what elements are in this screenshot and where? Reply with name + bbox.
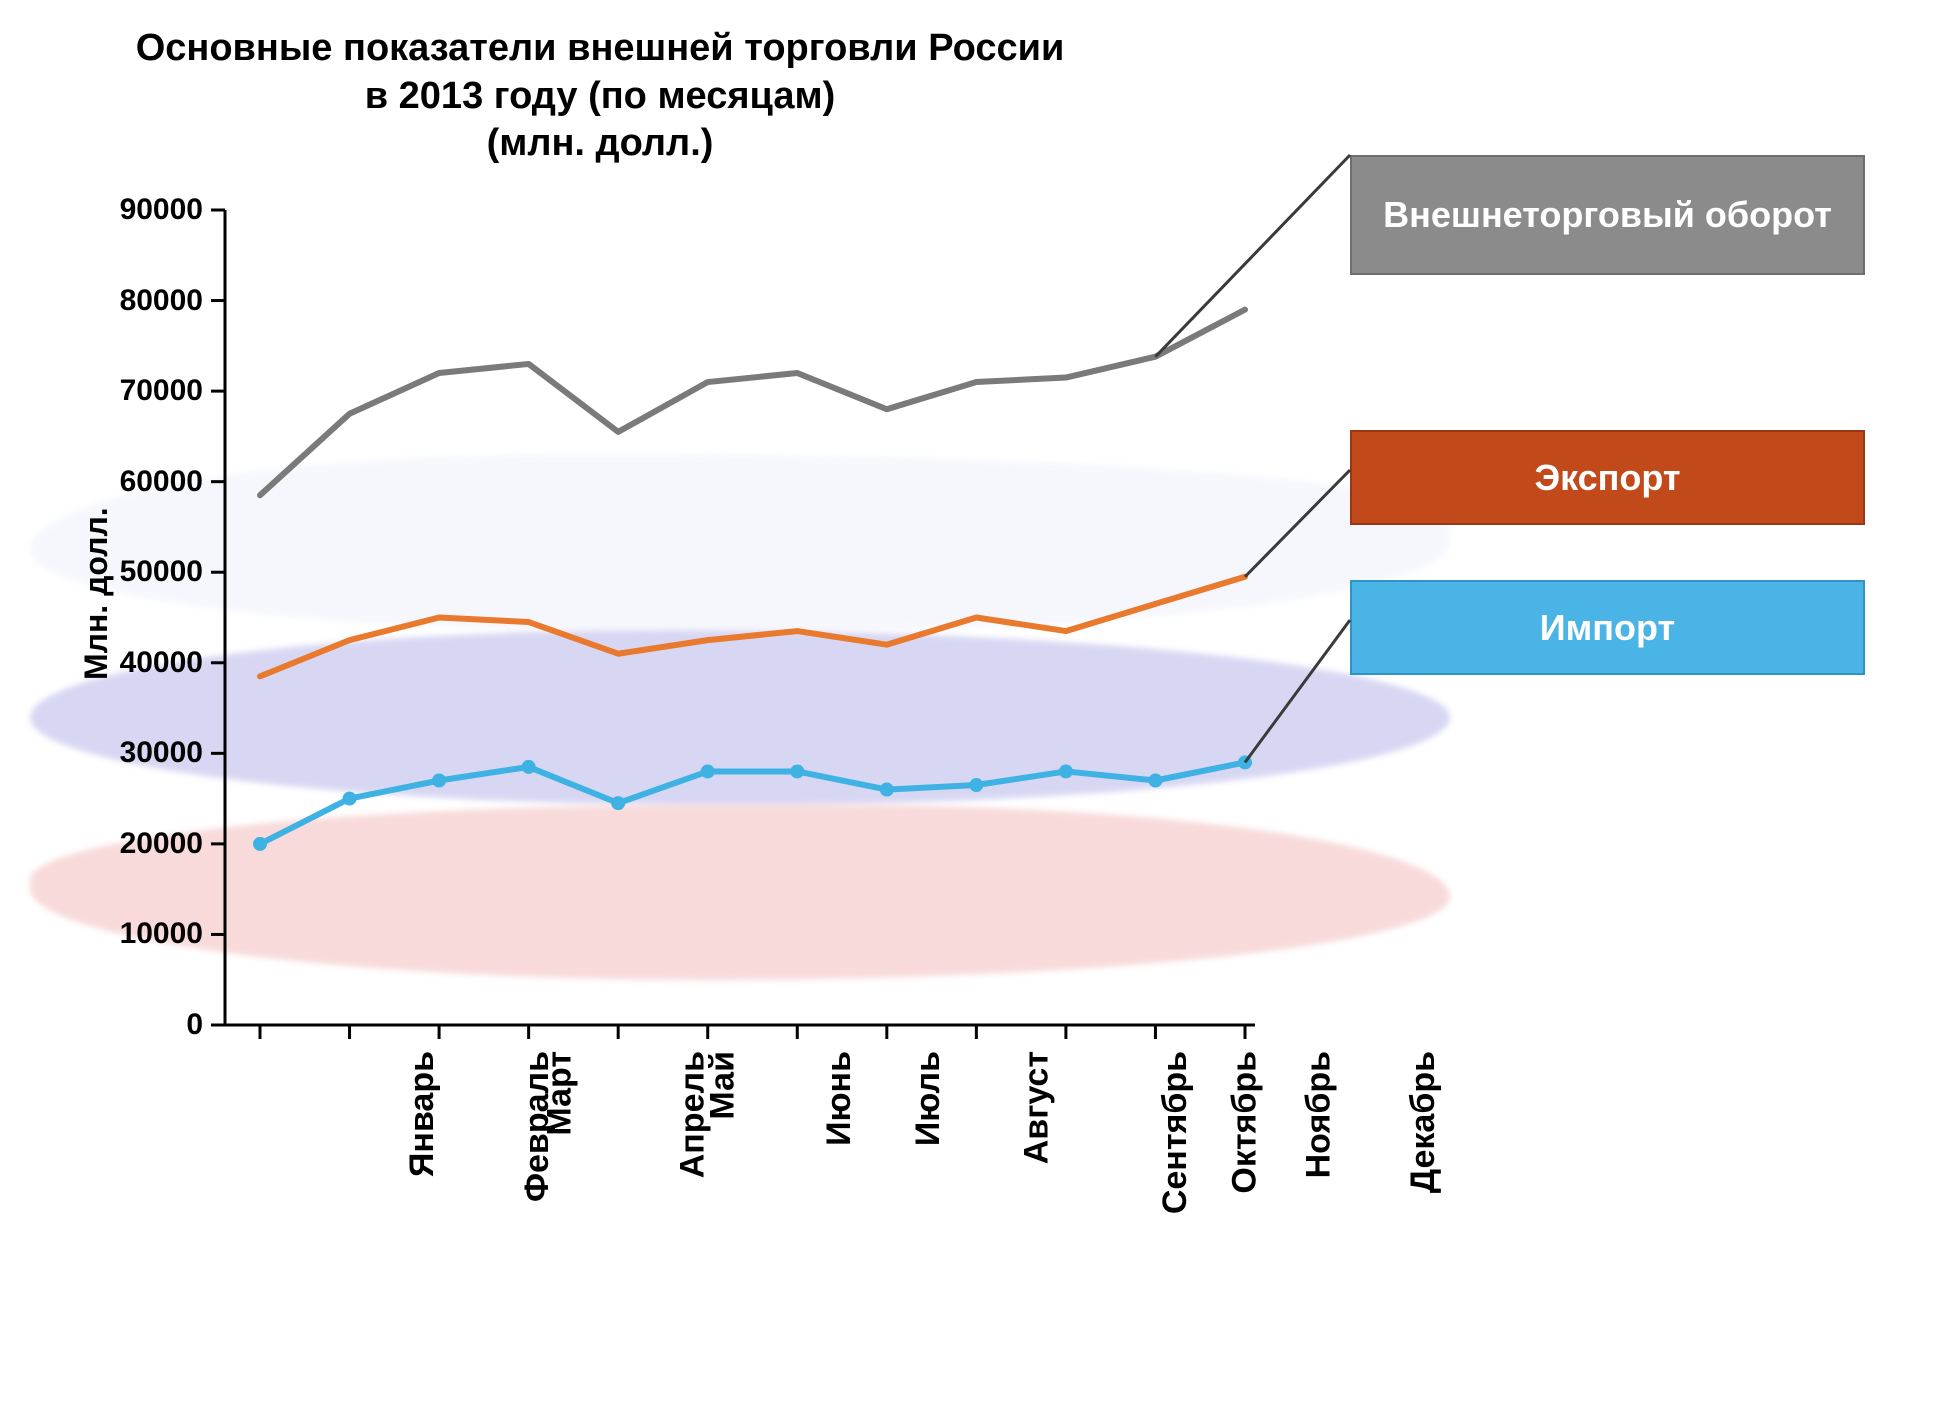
series-point-import (969, 778, 983, 792)
series-point-import (522, 760, 536, 774)
callout-line-import (1245, 620, 1350, 762)
series-point-import (343, 792, 357, 806)
series-line-import (260, 762, 1245, 844)
series-point-import (1059, 764, 1073, 778)
chart-svg (0, 0, 1940, 1425)
chart-stage: Основные показатели внешней торговли Рос… (0, 0, 1940, 1425)
series-point-import (880, 783, 894, 797)
callout-line-turnover (1155, 155, 1350, 357)
series-line-turnover (260, 310, 1245, 496)
series-point-import (1148, 774, 1162, 788)
series-point-import (701, 764, 715, 778)
series-line-export (260, 577, 1245, 677)
series-point-import (253, 837, 267, 851)
series-point-import (432, 774, 446, 788)
series-point-import (790, 764, 804, 778)
series-point-import (611, 796, 625, 810)
callout-line-export (1245, 470, 1350, 577)
